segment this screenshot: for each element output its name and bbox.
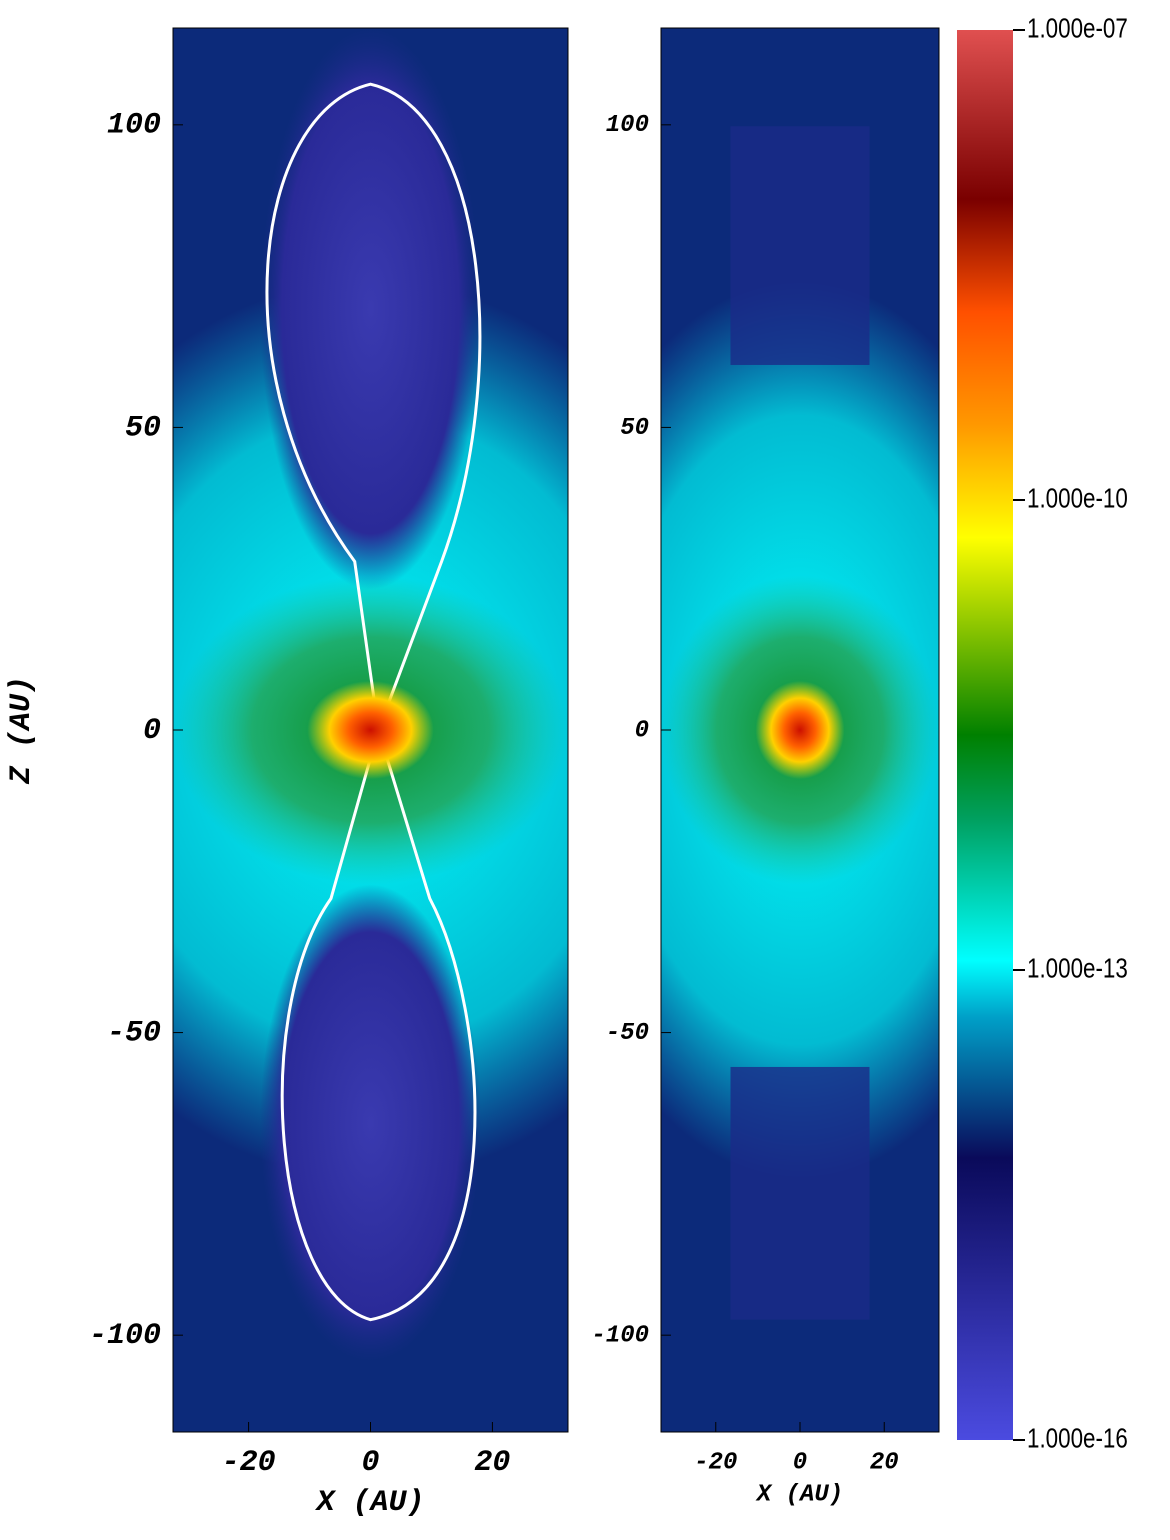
y-tick-label: -50 bbox=[606, 1020, 649, 1047]
lobe bbox=[259, 884, 482, 1362]
x-tick-label: 0 bbox=[793, 1449, 807, 1476]
outflow-contour bbox=[280, 724, 477, 1322]
x-axis-label: X (AU) bbox=[314, 1486, 424, 1520]
x-axis-label: X (AU) bbox=[755, 1481, 843, 1508]
y-tick-label: -50 bbox=[107, 1017, 161, 1051]
colorbar-tick-label: 1.000e-10 bbox=[1027, 483, 1128, 514]
y-tick-label: 100 bbox=[107, 109, 161, 143]
lobe bbox=[259, 28, 482, 590]
x-tick-label: 0 bbox=[361, 1446, 379, 1480]
lobe bbox=[730, 1066, 870, 1320]
x-tick-label: 20 bbox=[474, 1446, 510, 1480]
y-tick-label: -100 bbox=[591, 1323, 649, 1350]
y-tick-label: 100 bbox=[606, 112, 649, 139]
y-tick-label: -100 bbox=[89, 1319, 161, 1353]
y-axis-label: Z (AU) bbox=[5, 676, 39, 785]
core bbox=[755, 680, 845, 780]
colorbar-tick-label: 1.000e-13 bbox=[1027, 953, 1128, 984]
y-tick-label: 0 bbox=[143, 714, 161, 748]
y-tick-label: 50 bbox=[620, 415, 649, 442]
x-tick-label: 20 bbox=[870, 1449, 899, 1476]
lobe bbox=[730, 126, 870, 365]
colorbar-tick-label: 1.000e-07 bbox=[1027, 13, 1128, 44]
y-tick-label: 0 bbox=[635, 717, 649, 744]
x-tick-label: -20 bbox=[694, 1449, 737, 1476]
x-tick-label: -20 bbox=[222, 1446, 276, 1480]
density-map bbox=[173, 28, 568, 1432]
colorbar bbox=[957, 30, 1013, 1440]
y-tick-label: 50 bbox=[125, 411, 161, 445]
core bbox=[307, 680, 434, 780]
colorbar-tick-label: 1.000e-16 bbox=[1027, 1423, 1128, 1454]
density-map bbox=[661, 28, 939, 1432]
